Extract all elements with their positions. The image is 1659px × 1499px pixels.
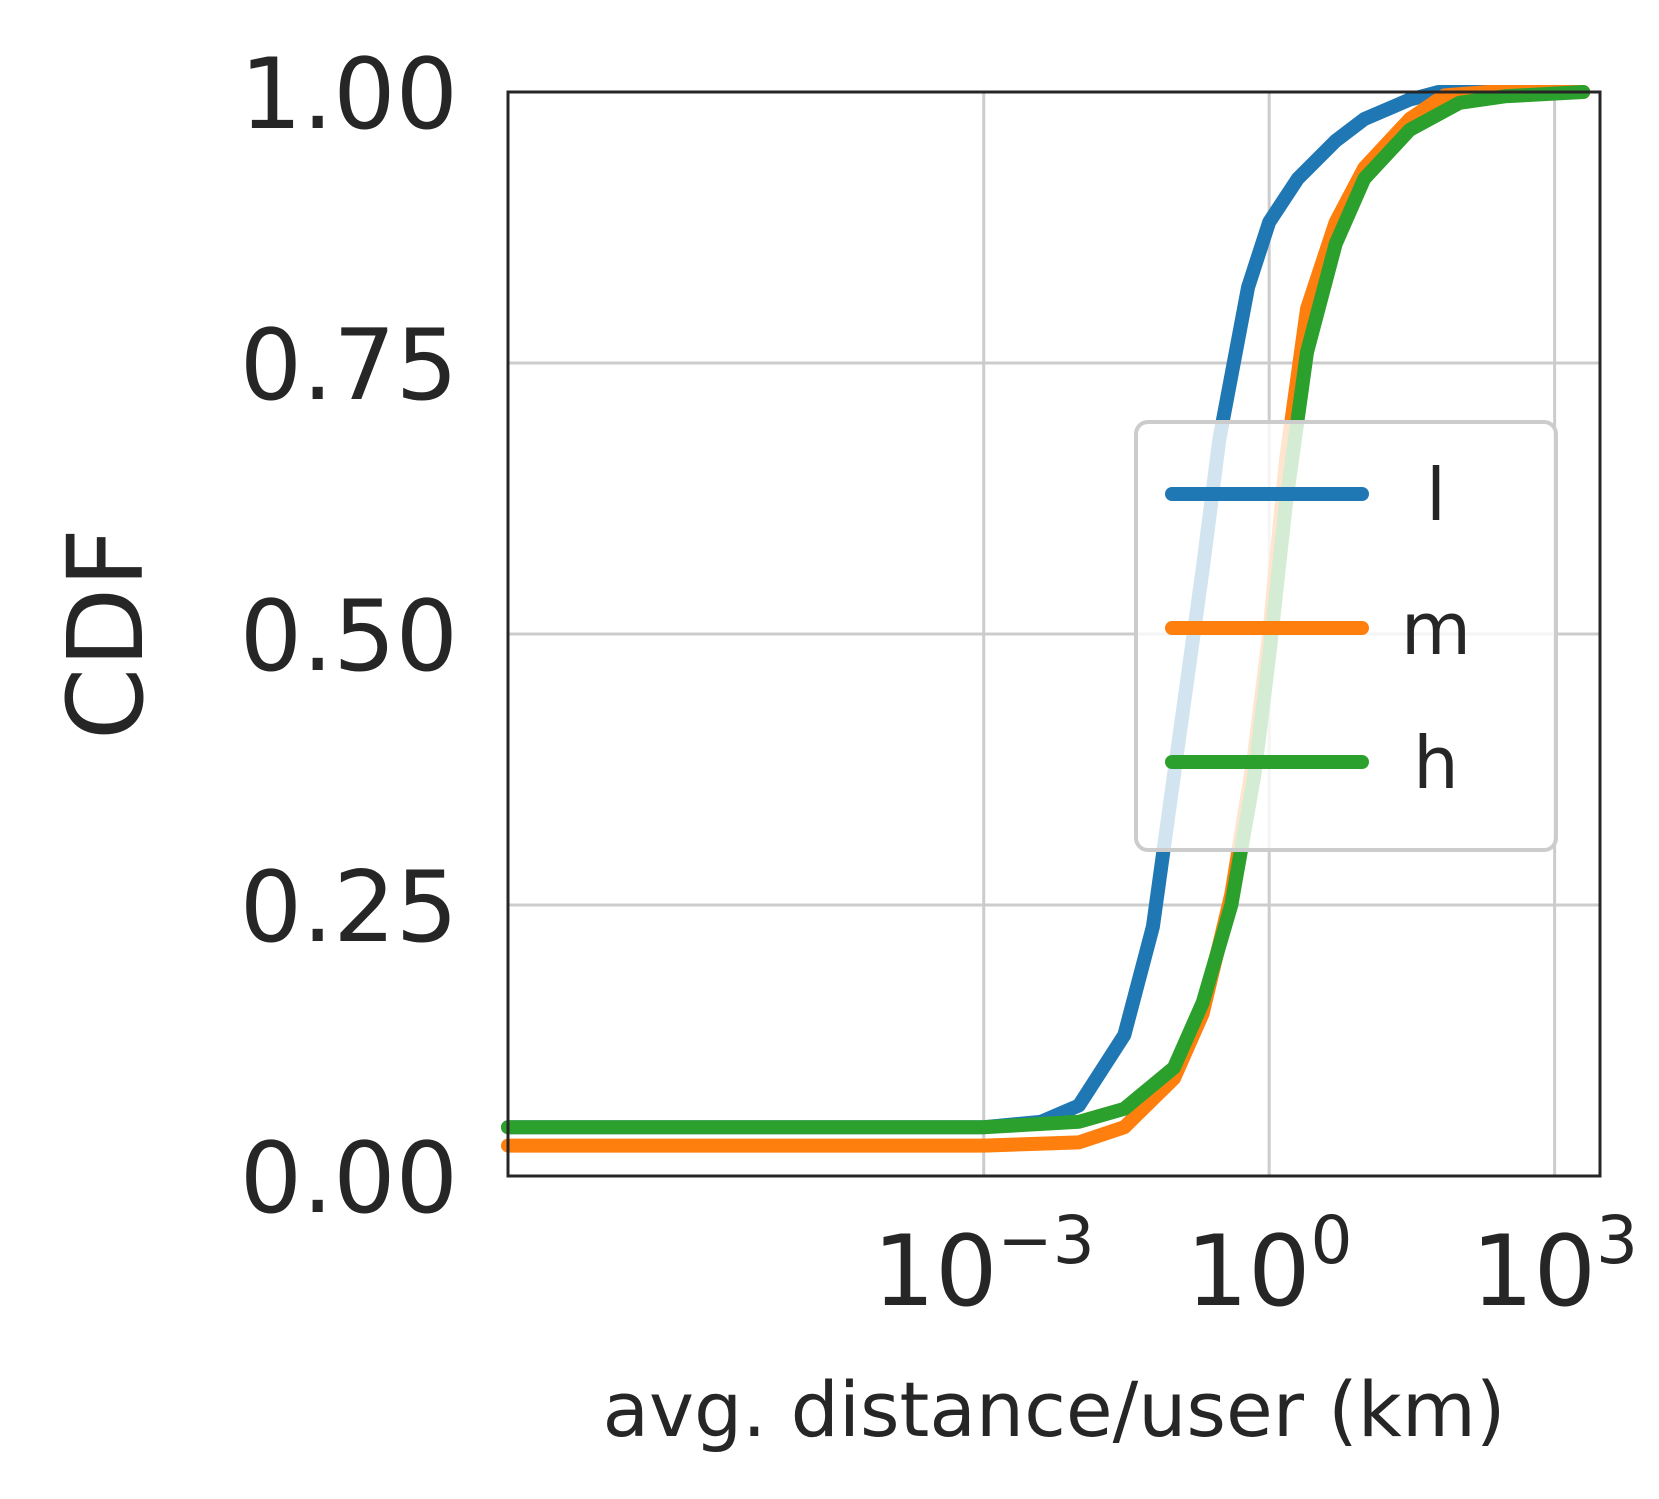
y-axis-label: CDF — [45, 528, 167, 741]
x-tick-label: 103 — [1471, 1202, 1638, 1329]
x-tick-label: 100 — [1186, 1202, 1353, 1329]
y-tick-label: 0.25 — [240, 851, 458, 965]
legend: lmh — [1134, 420, 1558, 852]
legend-label-h: h — [1413, 721, 1459, 805]
legend-box — [1134, 420, 1558, 852]
y-tick-label: 0.50 — [240, 580, 458, 694]
y-tick-labels: 0.00 0.25 0.50 0.75 1.00 — [240, 38, 458, 1236]
x-tick-label: 10−3 — [873, 1202, 1095, 1329]
legend-label-l: l — [1426, 453, 1446, 537]
x-tick-labels: 10−3 100 103 — [873, 1202, 1638, 1329]
x-axis-label: avg. distance/user (km) — [602, 1365, 1505, 1454]
plot-frame — [506, 90, 1602, 1178]
y-tick-label: 0.75 — [240, 309, 458, 423]
y-tick-label: 1.00 — [240, 38, 458, 152]
legend-label-m: m — [1401, 587, 1471, 671]
y-tick-label: 0.00 — [240, 1122, 458, 1236]
